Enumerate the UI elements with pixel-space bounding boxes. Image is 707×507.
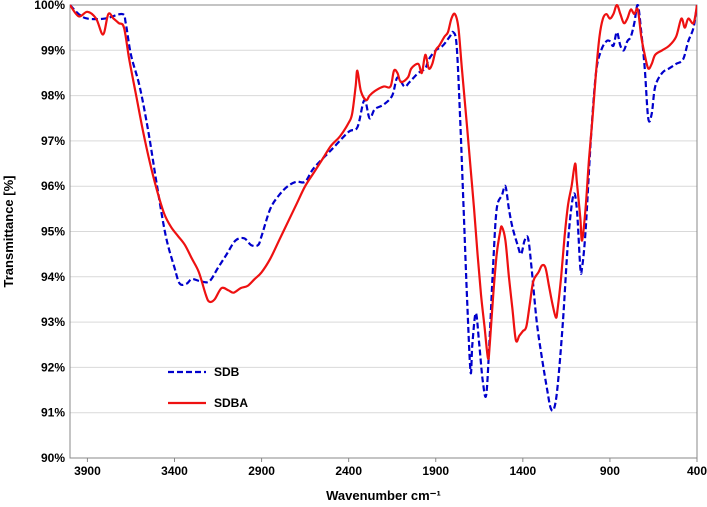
x-tick-label: 2400 (335, 464, 362, 478)
y-tick-label: 99% (41, 43, 65, 57)
legend-label: SDBA (214, 396, 248, 410)
x-axis-ticks: 3900 3400 2900 2400 1900 1400 900 400 (74, 458, 707, 478)
y-tick-label: 95% (41, 225, 65, 239)
series-line-sdba (70, 4, 697, 361)
x-tick-label: 3900 (74, 464, 101, 478)
y-axis-ticks: 90% 91% 92% 93% 94% 95% 96% 97% 98% 99% 100% (34, 0, 65, 465)
series-line-sdb (70, 4, 697, 412)
y-tick-label: 97% (41, 134, 65, 148)
series-layer (70, 4, 697, 412)
legend: SDB SDBA (168, 365, 248, 410)
y-tick-label: 91% (41, 406, 65, 420)
plot-frame (69, 4, 698, 459)
x-tick-label: 1400 (509, 464, 536, 478)
y-tick-label: 93% (41, 315, 65, 329)
x-tick-label: 3400 (161, 464, 188, 478)
y-tick-label: 96% (41, 179, 65, 193)
x-tick-label: 1900 (422, 464, 449, 478)
x-axis-title: Wavenumber cm⁻¹ (326, 488, 441, 503)
x-tick-label: 400 (687, 464, 707, 478)
y-tick-label: 94% (41, 270, 65, 284)
y-tick-label: 100% (34, 0, 65, 12)
x-tick-label: 2900 (248, 464, 275, 478)
x-tick-label: 900 (600, 464, 620, 478)
y-axis-title: Transmittance [%] (1, 176, 16, 288)
legend-label: SDB (214, 365, 240, 379)
y-tick-label: 90% (41, 451, 65, 465)
y-tick-label: 92% (41, 360, 65, 374)
y-tick-label: 98% (41, 89, 65, 103)
